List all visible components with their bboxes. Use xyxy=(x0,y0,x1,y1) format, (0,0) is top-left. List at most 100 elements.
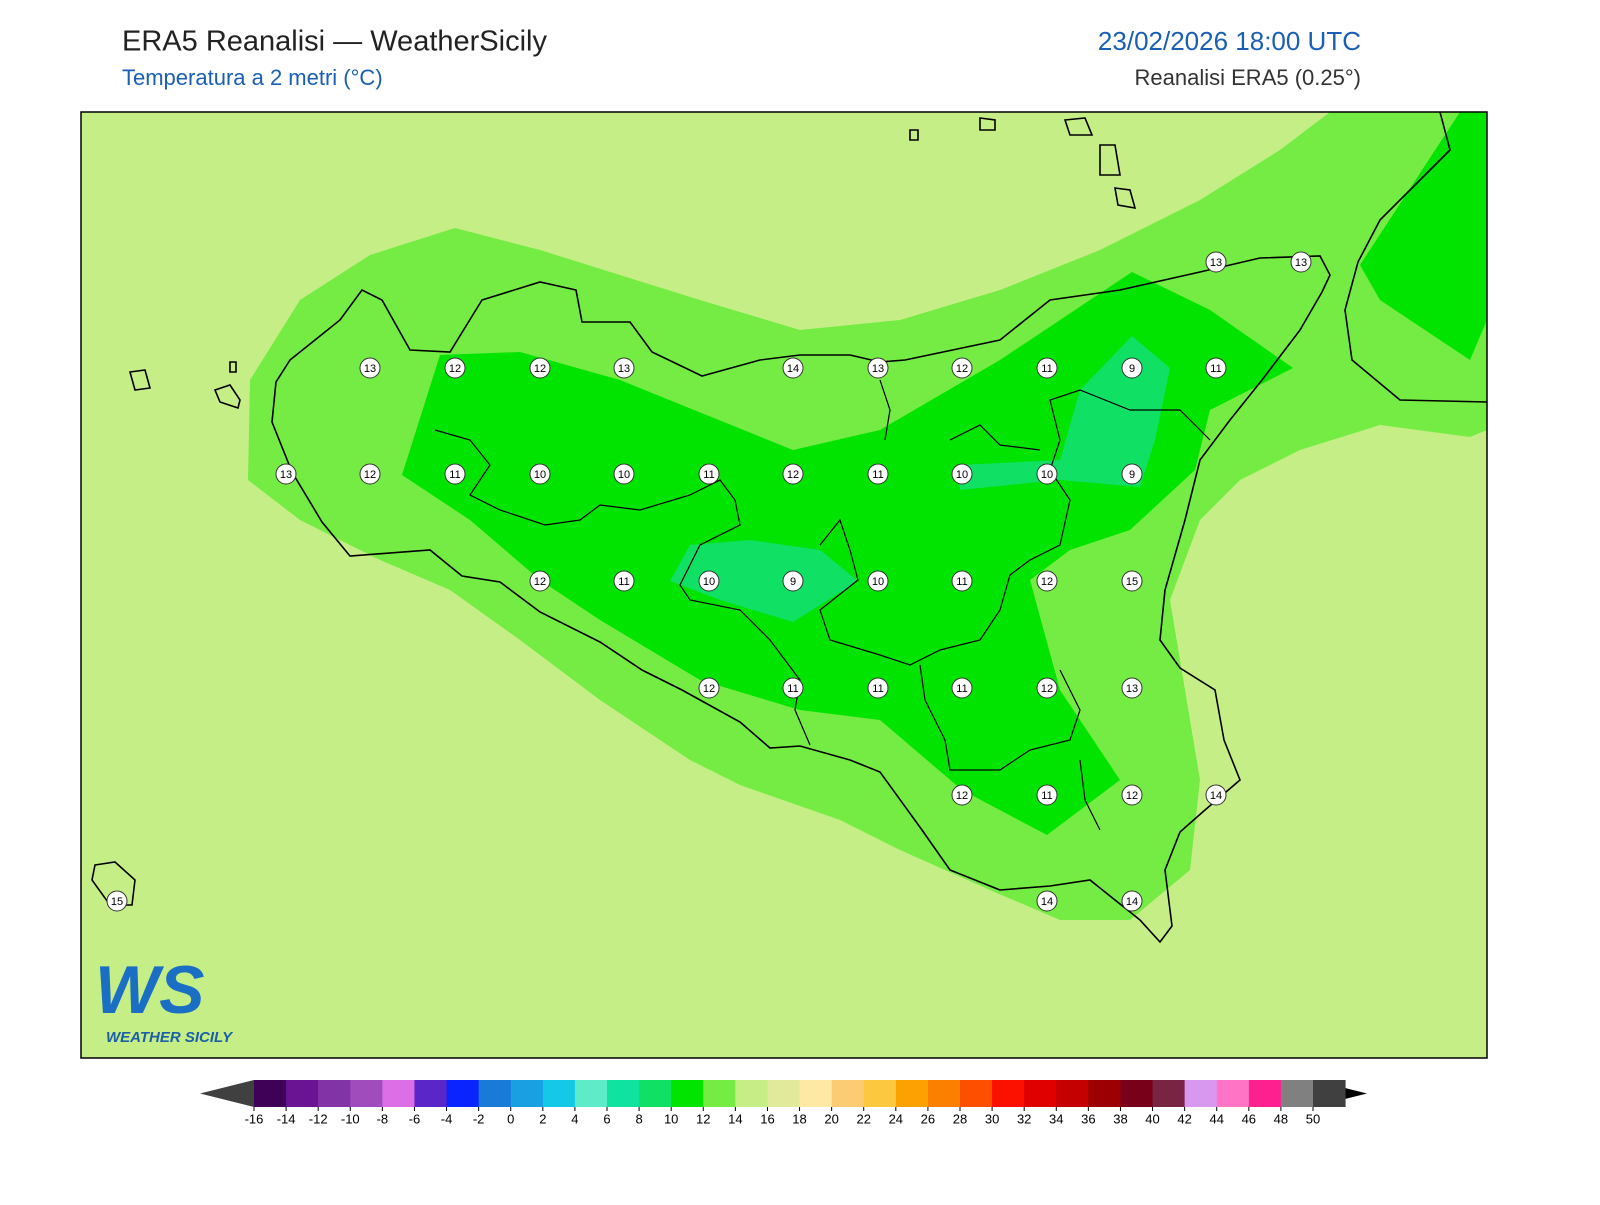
logo: WS WEATHER SICILY xyxy=(95,952,234,1046)
colorbar-tick-label: 30 xyxy=(985,1111,999,1126)
colorbar-tick-label: 32 xyxy=(1017,1111,1031,1126)
station-value: 14 xyxy=(1041,896,1053,908)
colorbar-tick-label: 2 xyxy=(539,1111,546,1126)
colorbar-tick-label: 6 xyxy=(603,1111,610,1126)
temperature-field xyxy=(1360,112,1487,360)
colorbar-box xyxy=(1024,1080,1057,1107)
station-marker xyxy=(1121,890,1143,912)
station-value: 13 xyxy=(364,363,376,375)
station-marker xyxy=(698,570,720,592)
colorbar-box xyxy=(1248,1080,1282,1107)
subtitle: Temperatura a 2 metri (°C) xyxy=(122,65,383,90)
islands xyxy=(91,117,1137,906)
station-marker xyxy=(444,463,466,485)
colorbar-tick-label: 40 xyxy=(1145,1111,1159,1126)
station-value: 9 xyxy=(790,576,796,588)
station-value: 11 xyxy=(449,469,460,481)
station-value: 11 xyxy=(872,469,883,481)
logo-mark: WS xyxy=(95,952,205,1028)
colorbar-tick-label: -10 xyxy=(341,1111,360,1126)
station-marker xyxy=(529,570,551,592)
station-marker xyxy=(698,677,720,699)
station-value: 14 xyxy=(787,363,799,375)
station-marker xyxy=(951,784,973,806)
station-value: 14 xyxy=(1210,790,1222,802)
title: ERA5 Reanalisi — WeatherSicily xyxy=(122,26,547,58)
colorbar-box xyxy=(1088,1080,1121,1107)
colorbar-tick-label: 24 xyxy=(889,1111,903,1126)
colorbar: -16 -14 -12 -10 -8 -6 -4 -2 0 2 4 6 8 10 12 14 16 18 20 22 2… xyxy=(200,1080,1367,1126)
colorbar-box xyxy=(960,1080,993,1107)
logo-name: WEATHER SICILY xyxy=(106,1029,234,1046)
colorbar-box xyxy=(927,1080,961,1107)
station-marker xyxy=(782,463,804,485)
colorbar-box xyxy=(767,1080,801,1107)
colorbar-box xyxy=(1184,1080,1218,1107)
colorbar-tick-label: 28 xyxy=(953,1111,967,1126)
colorbar-tick-label: 46 xyxy=(1242,1111,1256,1126)
colorbar-tick-label: 14 xyxy=(728,1111,742,1126)
colorbar-tick-label: 12 xyxy=(696,1111,710,1126)
station-marker xyxy=(782,677,804,699)
station-marker xyxy=(951,570,973,592)
colorbar-box xyxy=(318,1080,351,1107)
colorbar-box xyxy=(607,1080,640,1107)
colorbar-tick-label: 10 xyxy=(664,1111,678,1126)
station-value: 15 xyxy=(111,896,123,908)
colorbar-box xyxy=(478,1080,512,1107)
colorbar-box xyxy=(703,1080,736,1107)
station-marker xyxy=(1036,463,1058,485)
station-marker xyxy=(529,357,551,379)
station-value: 11 xyxy=(787,683,798,695)
station-value: 11 xyxy=(1041,790,1052,802)
station-marker xyxy=(698,463,720,485)
colorbar-tick-label: 48 xyxy=(1274,1111,1288,1126)
station-marker xyxy=(1121,463,1143,485)
colorbar-tick-label: 36 xyxy=(1081,1111,1095,1126)
station-marker xyxy=(1121,677,1143,699)
colorbar-tick-label: 34 xyxy=(1049,1111,1063,1126)
colorbar-tick-label: 4 xyxy=(571,1111,578,1126)
sicily-coast xyxy=(271,255,1331,944)
colorbar-tick-label: -8 xyxy=(377,1111,389,1126)
colorbar-box xyxy=(1216,1080,1250,1107)
colorbar-extend-low xyxy=(200,1080,254,1107)
colorbar-box xyxy=(1313,1080,1346,1107)
colorbar-box xyxy=(382,1080,415,1107)
colorbar-tick-label: -16 xyxy=(245,1111,264,1126)
colorbar-box xyxy=(895,1080,929,1107)
colorbar-box xyxy=(992,1080,1025,1107)
colorbar-box xyxy=(639,1080,672,1107)
station-marker xyxy=(613,357,635,379)
temperature-field xyxy=(402,272,1293,835)
station-value: 11 xyxy=(703,469,714,481)
colorbar-tick-label: -14 xyxy=(277,1111,296,1126)
station-marker xyxy=(275,463,297,485)
colorbar-tick-label: 50 xyxy=(1306,1111,1320,1126)
station-value: 12 xyxy=(703,683,715,695)
station-marker xyxy=(613,570,635,592)
colorbar-box xyxy=(799,1080,833,1107)
station-value: 12 xyxy=(956,790,968,802)
station-value: 9 xyxy=(1129,363,1135,375)
station-value: 14 xyxy=(1126,896,1138,908)
station-value: 12 xyxy=(787,469,799,481)
station-marker xyxy=(867,463,889,485)
station-value: 12 xyxy=(1126,790,1138,802)
station-value: 15 xyxy=(1126,576,1138,588)
colorbar-tick-label: -4 xyxy=(441,1111,453,1126)
station-marker xyxy=(1036,677,1058,699)
station-value: 12 xyxy=(1041,576,1053,588)
colorbar-box xyxy=(735,1080,768,1107)
station-value: 13 xyxy=(280,469,292,481)
colorbar-box xyxy=(414,1080,448,1107)
datetime: 23/02/2026 18:00 UTC xyxy=(1098,26,1361,56)
station-value: 13 xyxy=(618,363,630,375)
station-marker xyxy=(1121,570,1143,592)
station-marker xyxy=(359,463,381,485)
station-marker xyxy=(867,570,889,592)
colorbar-tick-label: 18 xyxy=(792,1111,806,1126)
station-value: 10 xyxy=(618,469,630,481)
station-value: 11 xyxy=(956,576,967,588)
